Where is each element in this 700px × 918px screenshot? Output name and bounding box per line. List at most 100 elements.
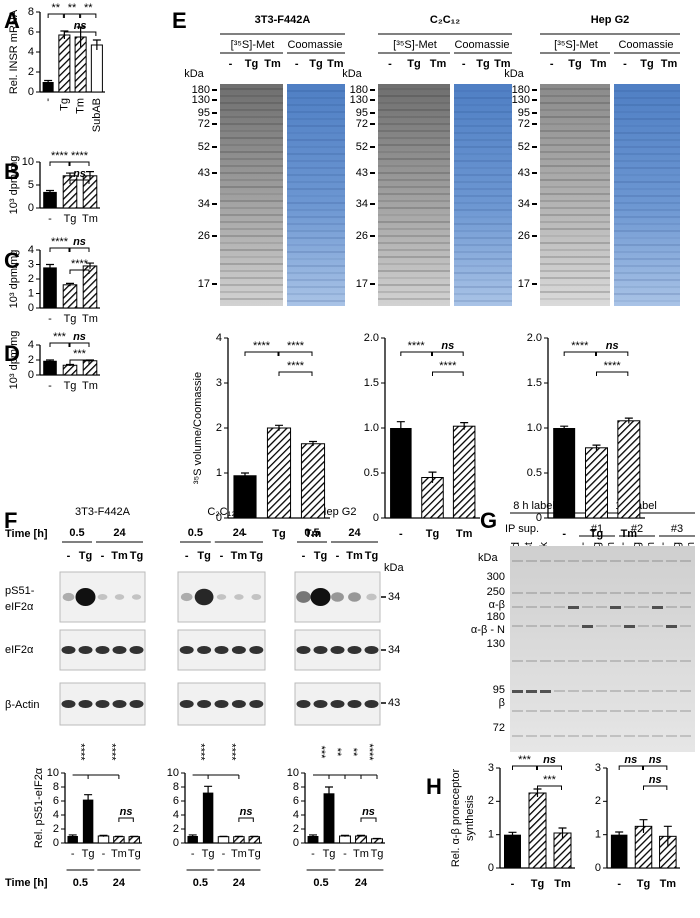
gel-band [614, 244, 680, 246]
gel-band [378, 88, 450, 90]
x-tick-label: - [222, 848, 226, 860]
x-tick-label: - [191, 848, 195, 860]
gel-band [614, 230, 680, 232]
gel-band [378, 284, 450, 286]
bar [217, 836, 230, 844]
marker-label: 72 [518, 118, 530, 130]
marker-label: 180 [350, 84, 368, 96]
blot-band [97, 593, 108, 601]
significance-bracket [596, 371, 629, 376]
gel-band [638, 592, 649, 594]
gel-band [454, 167, 512, 169]
significance-label: ns [120, 806, 133, 818]
band-label: α-β - N [471, 624, 505, 636]
significance-bracket [400, 351, 432, 356]
blot [177, 571, 266, 623]
lane-label: - [295, 58, 299, 70]
significance-label: ns [624, 754, 637, 766]
gel-title: 3T3-F442A [255, 14, 311, 26]
y-tick-label: 0 [53, 837, 59, 849]
gel-band [540, 95, 610, 97]
error-bar [66, 282, 74, 287]
gel-band [454, 125, 512, 127]
y-tick-label: 1 [595, 829, 601, 841]
gel-band [454, 118, 512, 120]
gel-header: Coomassie [618, 39, 673, 51]
y-tick-label: 3 [488, 762, 494, 774]
y-tick-label: 0.5 [527, 467, 542, 479]
gel-band [540, 165, 610, 167]
gel-band [287, 132, 345, 134]
bar [233, 475, 257, 518]
y-tick-label: 8 [28, 6, 34, 18]
marker-label: 72 [356, 118, 368, 130]
error-bar [234, 835, 243, 838]
gel-band [540, 214, 610, 216]
lane-label: Tm [590, 58, 607, 70]
blot-band [348, 592, 361, 602]
significance-label: **** [571, 340, 589, 352]
gel-band [220, 165, 283, 167]
gel-band [220, 263, 283, 265]
x-tick-label: - [511, 878, 515, 890]
lane-label: Tm [346, 550, 363, 562]
x-tick-label: Tg [64, 213, 77, 225]
gel-band [638, 690, 649, 692]
x-tick-label: Tg [128, 848, 141, 860]
x-tick-label: Tg [426, 528, 439, 540]
gel-band [454, 237, 512, 239]
blot-band [197, 700, 212, 708]
significance-bracket [596, 351, 629, 356]
gel-band [220, 179, 283, 181]
y-axis-label: synthesis [464, 795, 476, 841]
sub-label: IP sup. [505, 523, 539, 535]
gel-band [220, 144, 283, 146]
gel-band [568, 735, 579, 737]
y-tick-label: 2 [173, 823, 179, 835]
gel-band [540, 130, 610, 132]
blot-band [234, 594, 244, 600]
significance-label: **** [71, 258, 89, 270]
y-tick-label: 2 [293, 823, 299, 835]
gel-band [540, 256, 610, 258]
gel-band [220, 95, 283, 97]
error-bar [309, 440, 317, 446]
gel-band [554, 592, 565, 594]
gel-band [454, 251, 512, 253]
y-tick-label: 8 [53, 781, 59, 793]
gel-band [287, 244, 345, 246]
x-tick-label: - [71, 848, 75, 860]
gel-band [526, 560, 537, 562]
coomassie-stain [614, 84, 680, 306]
x-tick-label: - [42, 98, 54, 102]
error-bar [86, 171, 94, 180]
gel-band [454, 279, 512, 281]
gel-band [614, 90, 680, 92]
lane-label: Tg [245, 58, 258, 70]
marker-label: 43 [388, 697, 400, 709]
gel-band [680, 735, 691, 737]
y-tick-label: 0 [28, 86, 34, 98]
gel-band [526, 625, 537, 627]
gel-band [454, 174, 512, 176]
gel-band [287, 104, 345, 106]
gel-band [614, 153, 680, 155]
significance-label: ns [362, 806, 375, 818]
blot-band [296, 700, 311, 708]
y-tick-label: 0 [28, 369, 34, 381]
blot-band [366, 593, 377, 601]
y-tick-label: 3 [28, 258, 34, 270]
x-tick-label: - [311, 848, 315, 860]
gel-band [610, 660, 621, 662]
marker-label: 130 [192, 94, 210, 106]
gel-band [378, 109, 450, 111]
row-label: pS51- [5, 585, 35, 597]
x-tick-label: Tm [82, 313, 98, 325]
significance-bracket [238, 817, 254, 822]
gel-band [220, 221, 283, 223]
bar [202, 792, 214, 843]
error-bar [66, 172, 74, 179]
gel-band [287, 230, 345, 232]
y-tick-label: 1.5 [364, 377, 379, 389]
gel-band [454, 153, 512, 155]
